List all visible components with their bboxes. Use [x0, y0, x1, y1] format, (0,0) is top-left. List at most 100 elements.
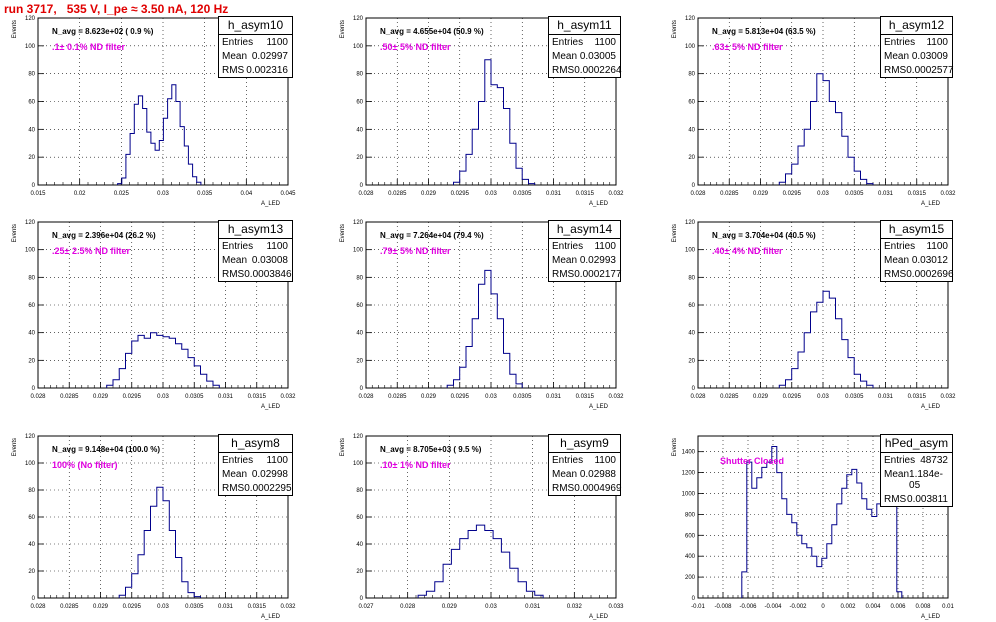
histogram-bin: [504, 353, 510, 388]
x-tick-label: 0.0285: [60, 394, 79, 400]
x-tick-label: -0.002: [789, 604, 807, 610]
stats-value: 0.0002577: [906, 65, 954, 76]
stats-value: 0.03012: [911, 255, 948, 266]
x-tick-label: 0.02: [74, 191, 86, 197]
x-axis-title: A_LED: [261, 201, 281, 207]
histogram-bin: [180, 127, 184, 185]
x-tick-label: 0.0315: [576, 191, 595, 197]
y-axis-title: Events: [672, 224, 678, 242]
stats-value: 1100: [594, 241, 616, 252]
n-avg-label: N_avg = 2.396e+04 (26.2 %): [52, 231, 156, 240]
histogram-bin: [862, 499, 867, 598]
histogram-bin: [792, 523, 797, 598]
x-tick-label: 0.031: [218, 604, 234, 610]
histogram-bin: [535, 595, 543, 598]
histogram-bin: [501, 552, 509, 598]
stats-value: 0.0004969: [574, 483, 622, 494]
stats-histogram-name: h_asym10: [219, 17, 292, 35]
histogram-bin: [772, 446, 777, 598]
histogram-bin: [782, 499, 787, 598]
filter-label: .1± 0.1% ND filter: [52, 42, 125, 52]
stats-row-mean: Mean 0.03008: [219, 253, 292, 267]
x-axis-title: A_LED: [589, 614, 609, 620]
stats-key: Mean: [552, 255, 578, 266]
histogram-bin: [786, 380, 792, 388]
y-tick-label: 20: [688, 358, 695, 364]
x-tick-label: 0.029: [93, 394, 109, 400]
y-tick-label: 60: [688, 100, 695, 106]
stats-value: 1100: [266, 455, 288, 466]
n-avg-label: N_avg = 9.148e+04 (100.0 %): [52, 445, 161, 454]
stats-box: h_asym12 Entries 1100 Mean 0.03009 RMS 0.00025…: [880, 16, 954, 78]
histogram-bin: [126, 587, 132, 598]
y-tick-label: 100: [353, 44, 364, 50]
y-tick-label: 100: [353, 461, 364, 467]
histogram-bin: [510, 143, 516, 185]
histogram-bin: [460, 539, 468, 598]
histogram-bin: [516, 384, 522, 388]
x-tick-label: 0.0315: [248, 604, 267, 610]
histogram-bin: [479, 102, 485, 186]
n-avg-label: N_avg = 7.264e+04 (79.4 %): [380, 231, 484, 240]
x-tick-label: 0.0295: [783, 191, 802, 197]
stats-box: h_asym8 Entries 1100 Mean 0.02998 RMS 0.000229…: [218, 434, 293, 496]
x-axis-title: A_LED: [589, 404, 609, 410]
histogram-bin: [861, 179, 867, 185]
y-tick-label: 600: [685, 533, 696, 539]
histogram-bin: [757, 478, 762, 598]
x-tick-label: 0.035: [197, 191, 213, 197]
x-tick-label: 0.029: [421, 394, 437, 400]
stats-row-entries: Entries 1100: [549, 453, 620, 467]
y-tick-label: 100: [25, 248, 36, 254]
y-tick-label: 100: [685, 248, 696, 254]
x-tick-label: 0.029: [753, 191, 769, 197]
y-tick-label: 1200: [682, 471, 696, 477]
histogram-bin: [829, 298, 835, 388]
y-tick-label: 1000: [682, 491, 696, 497]
histogram-bin: [151, 333, 157, 388]
y-tick-label: 0: [692, 386, 696, 392]
stats-key: Entries: [552, 37, 584, 48]
histogram-bin: [157, 487, 163, 598]
histogram-bin: [119, 595, 125, 598]
stats-row-rms: RMS 0.0002295: [219, 481, 292, 495]
stats-key: RMS: [884, 269, 907, 280]
stats-key: RMS: [222, 65, 245, 76]
histogram-bin: [497, 319, 503, 388]
histogram-bin: [207, 381, 213, 388]
stats-row-rms: RMS 0.0002177: [549, 267, 622, 281]
stats-row-mean: Mean 0.02998: [219, 467, 292, 481]
stats-value: 48732: [920, 455, 948, 466]
stats-box: h_asym13 Entries 1100 Mean 0.03008 RMS 0.00038…: [218, 220, 293, 282]
x-tick-label: 0.04: [240, 191, 252, 197]
histogram-bin: [510, 374, 516, 388]
x-tick-label: 0.0305: [845, 191, 864, 197]
stats-histogram-name: h_asym11: [549, 17, 620, 35]
filter-label: .25± 2.5% ND filter: [52, 246, 130, 256]
histogram-bin: [779, 385, 785, 388]
y-tick-label: 1400: [682, 450, 696, 456]
x-tick-label: 0.0295: [451, 394, 470, 400]
stats-row-rms: RMS 0.0004969: [549, 481, 622, 495]
x-tick-label: 0.0285: [720, 191, 739, 197]
histogram-bin: [777, 473, 782, 598]
x-tick-label: 0.032: [280, 604, 296, 610]
stats-key: Mean: [552, 469, 578, 480]
histogram-bin: [144, 338, 150, 388]
histogram-bin: [176, 102, 180, 186]
stats-histogram-name: h_asym12: [881, 17, 952, 35]
histogram-bin: [842, 340, 848, 388]
histogram-bin: [485, 270, 491, 388]
histogram-bin: [829, 102, 835, 186]
stats-row-mean: Mean 0.03005: [549, 49, 620, 63]
x-tick-label: 0.028: [30, 394, 46, 400]
histogram-bin: [493, 539, 501, 598]
y-tick-label: 60: [356, 100, 363, 106]
histogram-bin: [848, 157, 854, 185]
stats-row-entries: Entries 1100: [219, 35, 292, 49]
histogram-bin: [811, 312, 817, 388]
stats-value: 1100: [266, 241, 288, 252]
filter-label: .40± 4% ND filter: [712, 246, 783, 256]
histogram-bin: [132, 574, 138, 598]
stats-row-mean: Mean 0.03012: [881, 253, 952, 267]
